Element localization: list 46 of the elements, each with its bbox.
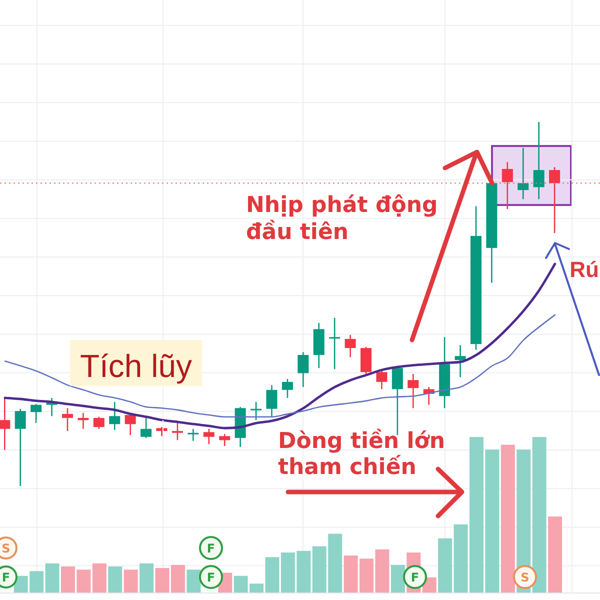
candlestick [30,403,42,424]
candlestick [282,378,293,399]
annotation: F [206,542,216,556]
bar [108,566,122,593]
candlestick [250,401,262,421]
annotation: F [410,570,420,584]
candlestick [533,121,544,200]
bar [124,570,138,593]
candlestick [14,408,26,487]
annotation: Tích lũy [80,348,192,384]
candlestick [502,161,513,210]
candlestick [203,428,214,445]
candlestick [298,351,309,388]
candlestick [219,433,230,447]
candlestick [549,166,560,234]
candlestick [124,413,136,436]
candlestick [518,147,529,200]
annotation: S [2,542,10,556]
annotation: S [520,570,530,584]
annotation: F [206,570,216,584]
candlestick [156,426,168,437]
candlestick [344,334,356,358]
candlestick [62,407,73,432]
candlestick [0,396,10,451]
bar [92,563,106,593]
bar [500,444,515,593]
candlestick [376,370,388,390]
candlestick [140,416,152,439]
candlestick [109,401,120,431]
annotation: F [2,570,10,584]
bar [548,516,562,593]
candlestick [408,373,419,409]
annotation: Dòng tiền lớn tham chiến [278,428,446,480]
candlestick [266,384,278,418]
bar [140,563,154,593]
bar [532,437,546,593]
annotation: Nhịp phát động đầu tiên [246,193,438,245]
candlestick [172,422,183,441]
bar [45,563,60,593]
candlestick [78,412,89,430]
candlestick [93,416,104,430]
candlestick [188,428,199,442]
candlestick [454,344,466,378]
text: Rú [570,257,599,282]
bar [438,538,452,593]
candlestick [329,317,340,370]
